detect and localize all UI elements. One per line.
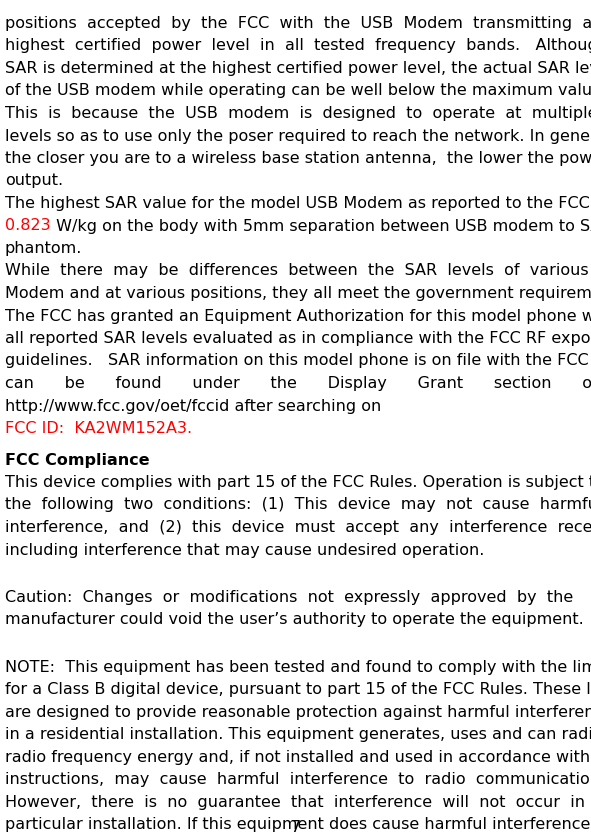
- Text: phantom.: phantom.: [5, 241, 82, 256]
- Text: of the USB modem while operating can be well below the maximum value.: of the USB modem while operating can be …: [5, 84, 591, 99]
- Text: positions  accepted  by  the  FCC  with  the  USB  Modem  transmitting  at  its: positions accepted by the FCC with the U…: [5, 16, 591, 31]
- Text: FCC Compliance: FCC Compliance: [5, 453, 150, 468]
- Text: in a residential installation. This equipment generates, uses and can radiate: in a residential installation. This equi…: [5, 727, 591, 742]
- Text: interference,  and  (2)  this  device  must  accept  any  interference  received: interference, and (2) this device must a…: [5, 520, 591, 535]
- Text: highest  certified  power  level  in  all  tested  frequency  bands.   Although : highest certified power level in all tes…: [5, 39, 591, 54]
- Text: 7: 7: [290, 820, 301, 835]
- Text: FCC ID:  KA2WM152A3.: FCC ID: KA2WM152A3.: [5, 421, 192, 436]
- Text: all reported SAR levels evaluated as in compliance with the FCC RF exposure: all reported SAR levels evaluated as in …: [5, 331, 591, 346]
- Text: instructions,  may  cause  harmful  interference  to  radio  communications.: instructions, may cause harmful interfer…: [5, 772, 591, 787]
- Text: are designed to provide reasonable protection against harmful interference: are designed to provide reasonable prote…: [5, 705, 591, 720]
- Text: particular installation. If this equipment does cause harmful interference to: particular installation. If this equipme…: [5, 817, 591, 832]
- Text: The FCC has granted an Equipment Authorization for this model phone with: The FCC has granted an Equipment Authori…: [5, 308, 591, 323]
- Text: guidelines.   SAR information on this model phone is on file with the FCC and: guidelines. SAR information on this mode…: [5, 354, 591, 369]
- Text: including interference that may cause undesired operation.: including interference that may cause un…: [5, 542, 485, 557]
- Text: the  following  two  conditions:  (1)  This  device  may  not  cause  harmful: the following two conditions: (1) This d…: [5, 498, 591, 513]
- Text: This  is  because  the  USB  modem  is  designed  to  operate  at  multiple  pow: This is because the USB modem is designe…: [5, 106, 591, 121]
- Text: levels so as to use only the poser required to reach the network. In general,: levels so as to use only the poser requi…: [5, 128, 591, 143]
- Text: Modem and at various positions, they all meet the government requirement.: Modem and at various positions, they all…: [5, 286, 591, 301]
- Text: http://www.fcc.gov/oet/fccid after searching on: http://www.fcc.gov/oet/fccid after searc…: [5, 399, 381, 413]
- Text: 0.823: 0.823: [5, 219, 51, 234]
- Text: W/kg on the body with 5mm separation between USB modem to SAR: W/kg on the body with 5mm separation bet…: [51, 219, 591, 234]
- Text: the closer you are to a wireless base station antenna,  the lower the power: the closer you are to a wireless base st…: [5, 151, 591, 166]
- Text: for a Class B digital device, pursuant to part 15 of the FCC Rules. These limits: for a Class B digital device, pursuant t…: [5, 682, 591, 697]
- Text: NOTE:  This equipment has been tested and found to comply with the limits: NOTE: This equipment has been tested and…: [5, 660, 591, 675]
- Text: This device complies with part 15 of the FCC Rules. Operation is subject to: This device complies with part 15 of the…: [5, 475, 591, 490]
- Text: radio frequency energy and, if not installed and used in accordance with the: radio frequency energy and, if not insta…: [5, 749, 591, 764]
- Text: However,  there  is  no  guarantee  that  interference  will  not  occur  in  a: However, there is no guarantee that inte…: [5, 794, 591, 810]
- Text: While  there  may  be  differences  between  the  SAR  levels  of  various  USB: While there may be differences between t…: [5, 263, 591, 278]
- Text: output.: output.: [5, 173, 63, 189]
- Text: manufacturer could void the user’s authority to operate the equipment.: manufacturer could void the user’s autho…: [5, 613, 584, 628]
- Text: SAR is determined at the highest certified power level, the actual SAR level: SAR is determined at the highest certifi…: [5, 61, 591, 76]
- Text: The highest SAR value for the model USB Modem as reported to the FCC is: The highest SAR value for the model USB …: [5, 196, 591, 211]
- Text: can      be      found      under      the      Display      Grant      section : can be found under the Display Grant sec…: [5, 376, 591, 391]
- Text: Caution:  Changes  or  modifications  not  expressly  approved  by  the: Caution: Changes or modifications not ex…: [5, 590, 573, 605]
